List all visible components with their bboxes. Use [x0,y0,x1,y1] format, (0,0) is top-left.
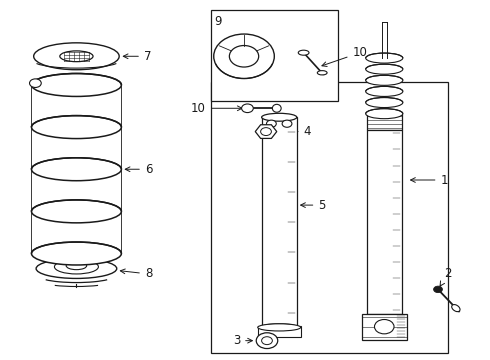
Ellipse shape [31,242,122,265]
Circle shape [256,333,278,348]
Circle shape [29,79,41,87]
Ellipse shape [66,262,87,270]
Ellipse shape [366,109,403,119]
Text: 6: 6 [125,163,152,176]
Text: 10: 10 [191,102,242,115]
Bar [367,114,402,130]
Text: 1: 1 [411,174,448,186]
Ellipse shape [272,104,281,112]
Ellipse shape [258,324,301,331]
Ellipse shape [366,53,403,63]
Ellipse shape [366,86,403,96]
Circle shape [282,120,292,127]
Text: 5: 5 [301,199,326,212]
Ellipse shape [366,64,403,74]
Text: 2: 2 [440,267,452,286]
Ellipse shape [366,75,403,85]
Text: 9: 9 [215,15,222,28]
Text: 7: 7 [123,50,151,63]
Bar [258,326,301,337]
Ellipse shape [34,43,119,70]
Circle shape [434,286,442,293]
Circle shape [242,104,253,113]
Text: 4: 4 [281,125,311,138]
Bar [211,10,338,101]
Ellipse shape [452,305,460,312]
Ellipse shape [366,98,403,108]
Ellipse shape [31,200,122,223]
Circle shape [262,337,272,345]
Ellipse shape [31,158,122,181]
Bar [211,82,448,353]
Ellipse shape [60,51,93,62]
Ellipse shape [31,116,122,139]
Ellipse shape [36,259,117,278]
Circle shape [261,128,271,135]
Ellipse shape [262,113,297,121]
Circle shape [214,34,274,78]
Ellipse shape [298,50,309,55]
Bar [262,117,297,327]
Ellipse shape [318,71,327,75]
Circle shape [267,120,276,127]
Bar [367,130,402,314]
Circle shape [374,319,394,334]
Ellipse shape [262,324,297,330]
Ellipse shape [31,73,122,96]
Ellipse shape [54,260,98,274]
Text: 8: 8 [121,267,152,280]
Text: 3: 3 [233,334,252,347]
Bar [362,314,407,339]
Text: 10: 10 [322,46,368,67]
Circle shape [229,45,259,67]
